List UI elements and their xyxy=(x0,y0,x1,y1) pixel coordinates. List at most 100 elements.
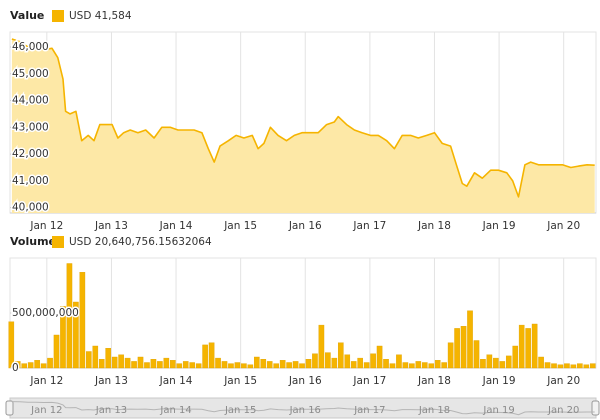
volume-bar xyxy=(389,363,396,369)
volume-bar xyxy=(467,310,473,369)
volume-bar xyxy=(260,359,267,369)
volume-bar xyxy=(357,357,363,369)
volume-bar xyxy=(583,364,590,369)
volume-bar xyxy=(105,348,112,369)
navigator-label: Jan 14 xyxy=(159,405,191,416)
x-tick-label: Jan 16 xyxy=(288,375,322,387)
volume-bar xyxy=(577,363,583,369)
volume-bar xyxy=(21,363,28,369)
volume-bar xyxy=(137,356,144,369)
volume-bar xyxy=(337,342,344,369)
volume-bar xyxy=(189,362,195,369)
volume-bar xyxy=(518,324,525,369)
x-tick-label: Jan 20 xyxy=(546,375,580,387)
volume-bar xyxy=(486,354,493,369)
volume-bar xyxy=(447,342,454,369)
navigator-handle[interactable] xyxy=(5,400,14,416)
volume-bar xyxy=(92,345,99,369)
volume-bar xyxy=(363,362,370,369)
volume-bar xyxy=(157,361,163,369)
volume-bar xyxy=(47,357,53,369)
navigator-label: Jan 15 xyxy=(224,405,256,416)
volume-bar xyxy=(525,328,531,369)
volume-bar xyxy=(111,356,118,369)
x-tick-label: Jan 15 xyxy=(223,375,257,387)
navigator-label: Jan 19 xyxy=(482,405,514,416)
volume-bar xyxy=(505,355,512,369)
volume-bar xyxy=(350,361,357,369)
volume-bar xyxy=(460,326,467,369)
volume-bar xyxy=(299,363,305,369)
navigator-label: Jan 13 xyxy=(95,405,127,416)
volume-bar xyxy=(331,357,338,369)
volume-bar xyxy=(215,357,221,369)
volume-bar xyxy=(305,359,312,369)
x-tick-label: Jan 13 xyxy=(94,375,128,387)
volume-bar xyxy=(40,363,47,369)
volume-bar xyxy=(544,362,551,369)
chart-title: Volume xyxy=(10,235,56,248)
x-tick-label: Jan 12 xyxy=(29,220,63,232)
volume-bar xyxy=(208,342,215,369)
x-tick-label: Jan 17 xyxy=(352,220,386,232)
volume-bar xyxy=(144,362,150,369)
volume-bar xyxy=(34,360,40,369)
volume-bar xyxy=(273,363,279,369)
volume-bar xyxy=(589,363,596,369)
volume-bar xyxy=(221,361,228,369)
y-tick-label: 0 xyxy=(12,362,19,374)
volume-bar xyxy=(421,362,428,369)
volume-bar xyxy=(428,363,435,369)
volume-bar xyxy=(170,360,176,369)
volume-bar xyxy=(286,362,292,369)
legend-label: USD 20,640,756.15632064 xyxy=(69,236,212,248)
x-tick-label: Jan 18 xyxy=(417,220,451,232)
volume-bar xyxy=(53,334,60,369)
navigator: Jan 12 Jan 13 Jan 14 Jan 15 Jan 16 Jan 17 Jan … xyxy=(5,397,600,419)
volume-bar xyxy=(312,353,318,369)
y-tick-label: 40,000 xyxy=(12,202,49,214)
volume-bar xyxy=(538,356,544,369)
volume-bar xyxy=(480,359,486,369)
navigator-label: Jan 12 xyxy=(30,405,62,416)
area-fill xyxy=(11,39,595,213)
volume-bar xyxy=(176,363,183,369)
chart-title: Value xyxy=(10,9,44,22)
navigator-label: Jan 16 xyxy=(289,405,321,416)
x-tick-label: Jan 16 xyxy=(288,220,322,232)
volume-bar xyxy=(79,272,86,369)
volume-bar xyxy=(60,306,66,369)
volume-bar xyxy=(14,361,21,369)
y-tick-label: 41,000 xyxy=(12,175,49,187)
legend-swatch xyxy=(52,236,64,248)
volume-bar xyxy=(98,359,105,369)
volume-bar xyxy=(228,363,234,369)
legend-label: USD 41,584 xyxy=(69,10,132,22)
volume-bar xyxy=(499,361,506,369)
volume-bar xyxy=(247,364,254,369)
volume-bar xyxy=(279,360,286,369)
volume-bar xyxy=(195,363,202,369)
volume-bar xyxy=(241,363,247,369)
volume-bar xyxy=(292,361,299,369)
x-tick-label: Jan 17 xyxy=(352,375,386,387)
volume-bar xyxy=(150,359,157,369)
x-tick-label: Jan 12 xyxy=(29,375,63,387)
volume-bar xyxy=(557,364,564,369)
y-tick-label: 45,000 xyxy=(12,68,49,80)
y-tick-label: 42,000 xyxy=(12,148,49,160)
navigator-label: Jan 18 xyxy=(418,405,450,416)
volume-bar xyxy=(531,323,538,369)
volume-bar xyxy=(182,361,189,369)
navigator-label: Jan 20 xyxy=(547,405,579,416)
volume-bar xyxy=(402,362,409,369)
legend-swatch xyxy=(52,10,64,22)
x-tick-label: Jan 19 xyxy=(482,375,516,387)
volume-bar xyxy=(66,263,73,369)
volume-bar xyxy=(344,354,351,369)
volume-bar xyxy=(441,362,447,369)
x-tick-label: Jan 20 xyxy=(546,220,580,232)
volume-bar xyxy=(454,328,460,369)
navigator-handle[interactable] xyxy=(591,400,600,416)
